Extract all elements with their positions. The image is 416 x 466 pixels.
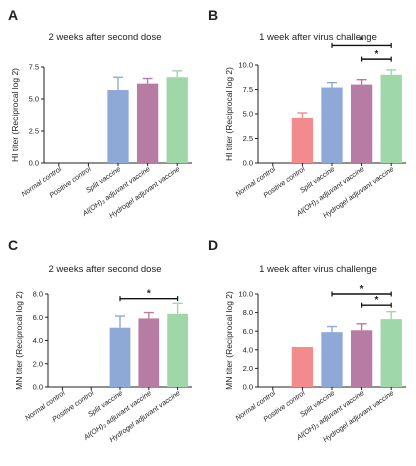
- y-tick-label: 10.0: [238, 290, 253, 299]
- y-axis-title: MN titer (Reciprocal log 2): [224, 291, 234, 390]
- panel-title: 2 weeks after second dose: [48, 32, 161, 43]
- y-tick-label: 0.0: [33, 383, 43, 392]
- y-axis-title: HI titer (Reciprocal log 2): [224, 67, 234, 161]
- y-tick-label: 10.0: [238, 61, 253, 70]
- bar: [109, 327, 131, 387]
- significance-label: *: [374, 295, 378, 306]
- y-tick-label: 5.0: [29, 95, 39, 104]
- bar: [321, 87, 343, 163]
- y-tick-label: 2.5: [29, 127, 39, 136]
- bar: [350, 330, 373, 387]
- significance-label: *: [374, 49, 378, 60]
- y-tick-label: 2.0: [243, 364, 253, 373]
- panel-letter: D: [208, 237, 218, 253]
- bar: [321, 332, 343, 387]
- bar: [167, 313, 188, 387]
- panel-a: A 2 weeks after second dose 0.0 2.5 5.0 7.5 HI…: [8, 7, 192, 220]
- bar: [138, 318, 160, 387]
- y-tick-label: 0.0: [243, 383, 253, 392]
- bar: [350, 84, 373, 163]
- y-tick-label: 7.5: [29, 63, 39, 72]
- y-tick-label: 4.0: [33, 336, 43, 345]
- bar: [166, 77, 188, 163]
- significance-label: *: [360, 35, 364, 46]
- y-tick-label: 2.0: [33, 359, 43, 368]
- panel-title: 1 week after virus challenge: [259, 264, 377, 275]
- y-axis-title: MN titer (Reciprocal log 2): [14, 291, 24, 390]
- panel-title: 1 week after virus challenge: [259, 32, 377, 43]
- panel-letter: B: [208, 7, 218, 23]
- y-tick-label: 0.0: [243, 159, 253, 168]
- bar: [291, 117, 314, 163]
- panel-title: 2 weeks after second dose: [48, 264, 161, 275]
- y-tick-label: 7.5: [243, 85, 253, 94]
- panel-d: D 1 week after virus challenge 0.0 2.0 4.0 6.…: [208, 237, 406, 444]
- panel-letter: A: [8, 7, 18, 23]
- y-tick-label: 8.0: [33, 290, 43, 299]
- y-tick-label: 6.0: [33, 313, 43, 322]
- y-tick-label: 4.0: [243, 345, 253, 354]
- y-tick-label: 6.0: [243, 327, 253, 336]
- y-tick-label: 2.5: [243, 134, 253, 143]
- bar: [136, 83, 159, 163]
- panel-letter: C: [8, 237, 18, 253]
- panel-c: C 2 weeks after second dose 0.0 2.0 4.0 6.0 8.…: [8, 237, 192, 444]
- y-tick-label: 5.0: [243, 110, 253, 119]
- panel-b: B 1 week after virus challenge 0.0 2.5 5.0 7.…: [208, 7, 406, 220]
- y-axis-title: HI titer (Reciprocal log 2): [10, 68, 20, 162]
- bar: [380, 319, 402, 387]
- bar: [107, 90, 129, 163]
- y-tick-label: 8.0: [243, 308, 253, 317]
- y-tick-label: 0.0: [29, 159, 39, 168]
- significance-label: *: [147, 289, 151, 300]
- significance-label: *: [360, 284, 364, 295]
- bar: [380, 74, 402, 163]
- bar: [291, 347, 314, 387]
